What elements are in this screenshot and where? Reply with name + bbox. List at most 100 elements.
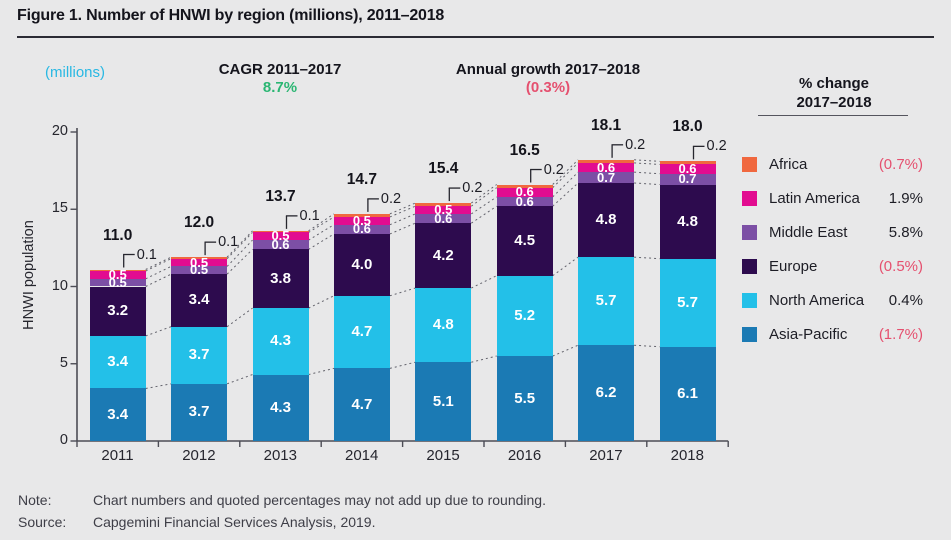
segment-value-label: 5.1 (432, 392, 454, 410)
cagr-value: 8.7% (262, 79, 298, 96)
segment-value-label: 0.6 (597, 159, 616, 175)
legend: Africa (0.7%) Latin America 1.9% Middle East… (742, 147, 923, 351)
bar-total-label: 13.7 (265, 187, 296, 205)
africa-callout-value: 0.2 (380, 190, 402, 207)
segment-value-label: 0.6 (678, 161, 697, 177)
bar-segment (496, 184, 553, 188)
bar-segment (496, 356, 553, 441)
bar-segment (659, 161, 716, 165)
segment-value-label: 0.6 (434, 210, 453, 226)
segment-value-label: 5.5 (514, 389, 536, 407)
bar-segment (659, 346, 716, 441)
segment-value-label: 0.5 (108, 274, 127, 290)
legend-color-swatch-icon (742, 258, 757, 274)
segment-value-label: 3.7 (188, 346, 210, 364)
bar-segment (333, 224, 390, 234)
bar-total-label: 14.7 (346, 170, 377, 188)
y-axis-tick-label: 10 (51, 277, 68, 294)
bar-segment (415, 223, 472, 289)
bar-segment (496, 206, 553, 276)
segment-value-label: 3.7 (188, 403, 210, 421)
africa-callout-value: 0.1 (299, 207, 320, 224)
bar-segment (252, 230, 309, 233)
segment-value-label: 0.5 (271, 228, 290, 244)
figure-title: Figure 1. Number of HNWI by region (mill… (17, 7, 445, 24)
legend-item-label: North America (769, 291, 865, 309)
y-axis-tick-label: 15 (51, 200, 68, 217)
bar-segment (89, 335, 146, 389)
bar-total-label: 11.0 (103, 226, 133, 244)
bar-segment (333, 213, 390, 217)
legend-header: % change 2017–2018 (758, 74, 910, 112)
legend-color-swatch-icon (742, 156, 757, 172)
bar-segment (171, 257, 228, 259)
segment-value-label: 0.5 (190, 262, 209, 278)
bar-segment (659, 164, 716, 174)
segment-value-label: 4.7 (351, 395, 373, 413)
x-axis-tick-label: 2013 (263, 447, 297, 464)
y-axis-tick-label: 5 (59, 354, 68, 371)
segment-value-label: 3.4 (188, 291, 210, 309)
bar-segment (333, 368, 390, 441)
x-axis-tick-label: 2012 (182, 447, 216, 464)
annual-growth-value: (0.3%) (525, 79, 571, 96)
segment-value-label: 0.5 (434, 202, 453, 218)
legend-item: Middle East 5.8% (742, 215, 923, 249)
bar-segment (659, 258, 716, 347)
segment-value-label: 0.7 (678, 171, 697, 187)
legend-item-pct-change: (0.5%) (878, 257, 923, 275)
title-divider (17, 36, 934, 38)
legend-color-swatch-icon (742, 190, 757, 206)
x-axis-tick-label: 2016 (507, 447, 542, 464)
annual-growth-label: Annual growth 2017–2018 (455, 61, 641, 78)
legend-underline (758, 115, 908, 116)
segment-value-label: 3.4 (107, 353, 129, 371)
legend-item-pct-change: 1.9% (888, 189, 923, 207)
bar-segment (496, 275, 553, 356)
bar-total-label: 15.4 (428, 160, 459, 178)
bar-segment (252, 240, 309, 250)
legend-item-pct-change: (1.7%) (878, 325, 923, 343)
y-axis-tick-label: 20 (51, 123, 68, 139)
bar-segment (578, 182, 635, 258)
note-text: Chart numbers and quoted percentages may… (93, 492, 546, 508)
segment-value-label: 0.7 (597, 169, 616, 185)
segment-value-label: 4.3 (270, 398, 291, 416)
segment-value-label: 4.8 (677, 212, 698, 230)
segment-value-label: 3.4 (107, 405, 129, 423)
bar-segment (333, 295, 390, 369)
bar-segment (578, 257, 635, 346)
segment-value-label: 4.8 (432, 316, 454, 334)
bar-segment (89, 286, 146, 336)
bar-segment (252, 308, 309, 375)
africa-callout-value: 0.2 (543, 161, 564, 178)
legend-item: Africa (0.7%) (742, 147, 923, 181)
africa-callout-value: 0.2 (706, 138, 727, 155)
legend-item-label: Latin America (769, 189, 860, 207)
y-axis-tick-label: 0 (59, 432, 68, 448)
bar-segment (252, 249, 309, 309)
legend-color-swatch-icon (742, 224, 757, 240)
x-axis-tick-label: 2018 (670, 447, 704, 464)
segment-value-label: 4.8 (595, 211, 617, 229)
x-axis-tick-label: 2011 (101, 447, 134, 464)
bar-segment (171, 266, 228, 275)
africa-callout-value: 0.2 (462, 180, 483, 197)
bar-segment (333, 233, 390, 296)
segment-value-label: 3.2 (107, 302, 129, 320)
bar-segment (89, 269, 146, 272)
africa-callout-value: 0.1 (218, 234, 239, 251)
segment-value-label: 0.6 (515, 184, 534, 200)
cagr-annotation: CAGR 2011–2017 8.7% (170, 61, 390, 97)
segment-value-label: 5.7 (595, 292, 617, 310)
legend-item-label: Middle East (769, 223, 848, 241)
legend-header-line2: 2017–2018 (796, 94, 872, 111)
segment-value-label: 0.5 (108, 266, 127, 282)
bar-total-label: 18.1 (591, 116, 622, 134)
legend-item: Europe (0.5%) (742, 249, 923, 283)
bar-segment (578, 162, 635, 173)
bar-segment (333, 216, 390, 225)
segment-value-label: 5.2 (514, 306, 536, 324)
